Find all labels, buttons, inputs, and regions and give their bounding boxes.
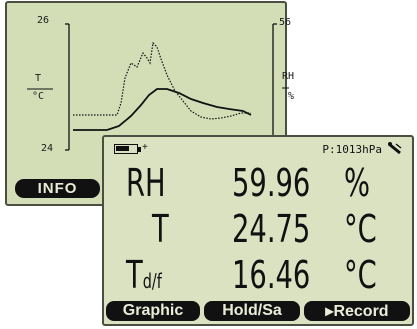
- battery-icon: [114, 144, 138, 154]
- reading-value: 59.96: [232, 161, 311, 205]
- status-bar: + P:1013hPa: [104, 137, 412, 159]
- quantity-subscript: d/f: [142, 269, 162, 293]
- reading-value: 16.46: [232, 253, 311, 297]
- reading-unit: °C: [344, 207, 377, 251]
- y-right-max-label: 56: [279, 17, 292, 28]
- quantity-label: T: [152, 207, 169, 251]
- battery-tip: [138, 147, 141, 152]
- info-softkey[interactable]: INFO: [15, 179, 100, 198]
- trend-graph: [27, 23, 289, 151]
- t-trace: [73, 88, 252, 131]
- graphic-softkey[interactable]: Graphic: [106, 301, 200, 321]
- left-axis-quantity: T: [35, 73, 42, 84]
- record-softkey[interactable]: ▸Record: [304, 301, 410, 321]
- reading-row-rh: RH 59.96 %: [104, 161, 412, 205]
- battery-level: [116, 146, 129, 151]
- quantity-label: Td/f: [126, 253, 162, 303]
- right-axis-quantity: RH: [282, 71, 295, 82]
- reading-value: 24.75: [232, 207, 311, 251]
- right-axis-unit: %: [288, 91, 295, 102]
- reading-row-t: T 24.75 °C: [104, 207, 412, 251]
- softkey-bar: Graphic Hold/Sa ▸Record: [106, 301, 410, 321]
- quantity-label: RH: [126, 161, 166, 205]
- hold-save-softkey[interactable]: Hold/Sa: [204, 301, 300, 321]
- reading-unit: °C: [344, 253, 377, 297]
- y-left-max-label: 26: [37, 15, 50, 26]
- reading-row-tdf: Td/f 16.46 °C: [104, 253, 412, 297]
- reading-unit: %: [344, 161, 370, 205]
- plug-icon: +: [142, 142, 148, 153]
- numeric-screen: + P:1013hPa RH 59.96 % T 24.75 °C Td/f 1…: [102, 135, 414, 326]
- pressure-readout: P:1013hPa: [322, 143, 382, 156]
- left-axis-unit: °C: [32, 91, 45, 102]
- quantity-main: T: [126, 253, 143, 297]
- probe-icon: [388, 142, 402, 155]
- rh-trace: [73, 41, 251, 120]
- y-left-min-label: 24: [41, 143, 54, 154]
